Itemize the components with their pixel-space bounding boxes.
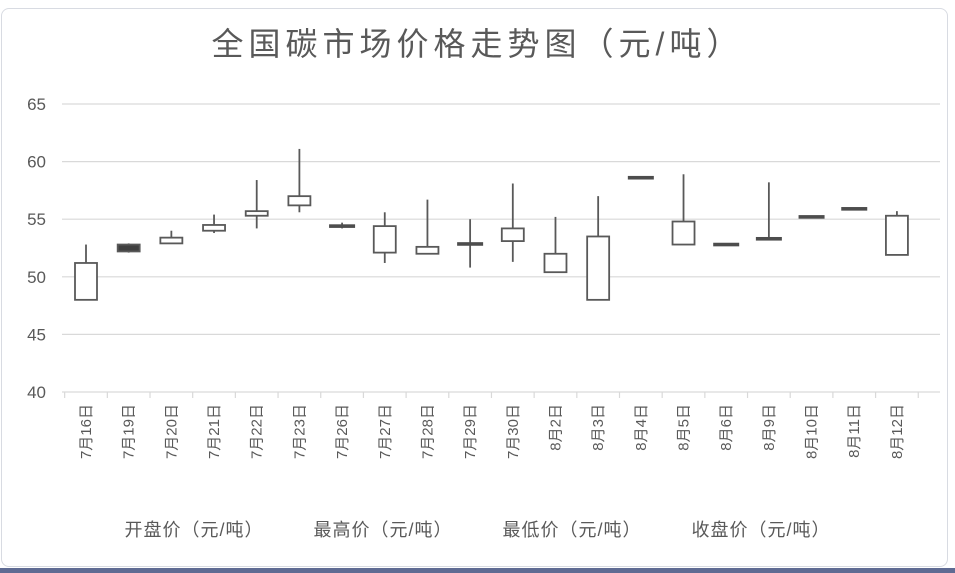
y-axis-label: 55 (27, 210, 46, 229)
candle-body-8月12日 (885, 214, 909, 256)
x-axis-label: 7月16日 (78, 404, 95, 459)
x-axis-label: 8月10日 (804, 404, 821, 459)
candle-body-7月27日 (372, 225, 397, 254)
candle-body-7月20日 (159, 236, 184, 245)
candlestick-plot: 65 60 55 50 45 40 7月16日 7月19日 7月20日 7月21日 7月22日 7月2… (27, 95, 940, 459)
x-axis-label: 8月2日 (547, 404, 564, 451)
y-axis-label: 65 (27, 95, 46, 114)
chart-legend: 开盘价（元/吨） 最高价（元/吨） 最低价（元/吨） 收盘价（元/吨） (0, 512, 955, 548)
candle-body-7月21日 (202, 224, 226, 232)
candle-body-8月3日 (586, 235, 611, 301)
x-axis-label: 7月28日 (419, 404, 436, 459)
candle-body-7月16日 (74, 262, 98, 301)
candle-dash-8月9日 (755, 236, 782, 241)
x-axis-label: 7月20日 (163, 404, 180, 459)
x-axis-label: 7月19日 (121, 404, 138, 459)
legend-low-price: 最低价（元/吨） (502, 520, 642, 540)
x-axis-label: 7月29日 (462, 404, 479, 459)
candle-body-8月2日 (543, 252, 568, 274)
y-axis-label: 60 (27, 153, 46, 172)
bottom-accent-bar (0, 568, 955, 573)
candle-dash-8月11日 (841, 207, 868, 211)
x-axis-label: 7月26日 (334, 404, 351, 459)
x-axis-label: 7月22日 (249, 404, 266, 459)
candle-dash-7月29日 (457, 242, 484, 246)
candle-body-7月23日 (287, 195, 312, 207)
x-axis-label: 8月3日 (590, 404, 607, 451)
y-axis-label: 50 (27, 268, 46, 287)
legend-high-price: 最高价（元/吨） (313, 520, 453, 540)
x-axis-label: 7月21日 (206, 404, 223, 459)
candle-body-7月19日 (116, 243, 141, 253)
candle-dash-7月26日 (329, 224, 356, 228)
x-axis-label: 8月12日 (889, 404, 906, 459)
candle-dash-8月6日 (713, 242, 740, 247)
chart-title: 全国碳市场价格走势图（元/吨） (211, 26, 744, 62)
x-axis-label: 7月27日 (377, 404, 394, 459)
x-axis-label: 8月5日 (676, 404, 693, 451)
candle-body-7月28日 (415, 245, 440, 255)
candle-body-7月22日 (244, 210, 269, 217)
legend-close-price: 收盘价（元/吨） (691, 520, 831, 540)
candle-body-7月30日 (500, 227, 525, 242)
x-axis-label: 8月11日 (846, 404, 863, 458)
x-axis-label: 8月6日 (718, 404, 735, 451)
x-axis-label: 8月9日 (761, 404, 778, 451)
candle-dash-8月10日 (798, 215, 825, 219)
legend-open-price: 开盘价（元/吨） (124, 520, 264, 540)
x-axis-label: 7月30日 (505, 404, 522, 459)
y-axis-label: 45 (27, 325, 46, 344)
x-axis-label: 7月23日 (291, 404, 308, 459)
candle-dash-8月4日 (627, 175, 654, 180)
y-axis-label: 40 (27, 383, 46, 402)
candle-body-8月5日 (671, 220, 696, 246)
x-axis-label: 8月4日 (633, 404, 650, 451)
